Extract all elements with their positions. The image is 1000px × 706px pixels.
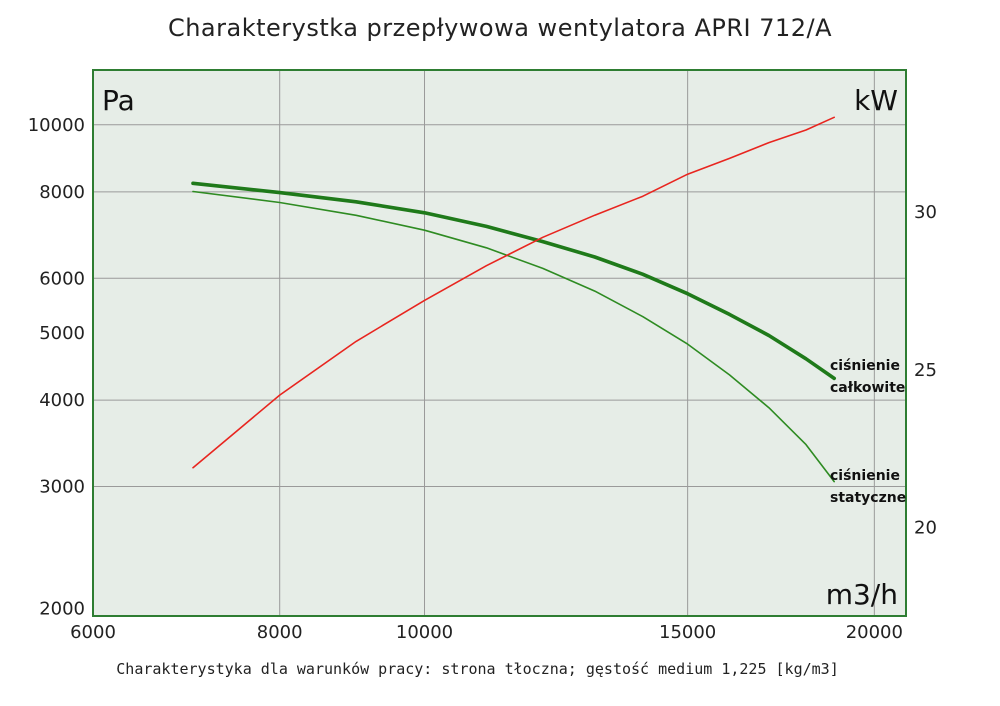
series-annotation: statyczne [830,490,906,506]
y-left-unit-label: Pa [102,84,135,117]
static-pressure-line [192,190,835,483]
series-annotation: ciśnienie [830,468,900,484]
y-left-tick-label: 5000 [39,323,85,344]
chart-title: Charakterystka przepływowa wentylatora A… [167,14,833,42]
total-pressure-line [191,181,836,381]
y-right-tick-label: 25 [914,360,937,381]
y-left-tick-label: 2000 [39,598,85,619]
plot-area [93,70,906,616]
grid-lines [93,70,906,616]
power-line [192,116,835,469]
y-right-tick-label: 20 [914,518,937,539]
x-unit-label: m3/h [826,578,898,611]
series-annotation: ciśnienie [830,358,900,374]
y-right-unit-label: kW [854,84,898,117]
x-tick-label: 20000 [846,622,903,643]
y-left-tick-label: 10000 [28,115,85,136]
chart-footnote: Charakterystyka dla warunków pracy: stro… [116,660,839,678]
series-lines [191,116,836,483]
y-left-tick-label: 6000 [39,268,85,289]
x-tick-label: 15000 [659,622,716,643]
y-left-tick-label: 4000 [39,390,85,411]
y-left-tick-label: 8000 [39,182,85,203]
chart-labels: Pa kW m3/h ciśnienie całkowite ciśnienie staty… [102,84,906,611]
y-left-tick-label: 3000 [39,477,85,498]
plot-frame [92,69,907,617]
x-tick-label: 10000 [396,622,453,643]
x-tick-label: 8000 [257,622,303,643]
tick-labels: 6000 8000 10000 15000 20000 2000 3000 4000 5000 6… [28,115,937,643]
y-right-tick-label: 30 [914,202,937,223]
series-annotation: całkowite [830,380,905,396]
x-tick-label: 6000 [70,622,116,643]
